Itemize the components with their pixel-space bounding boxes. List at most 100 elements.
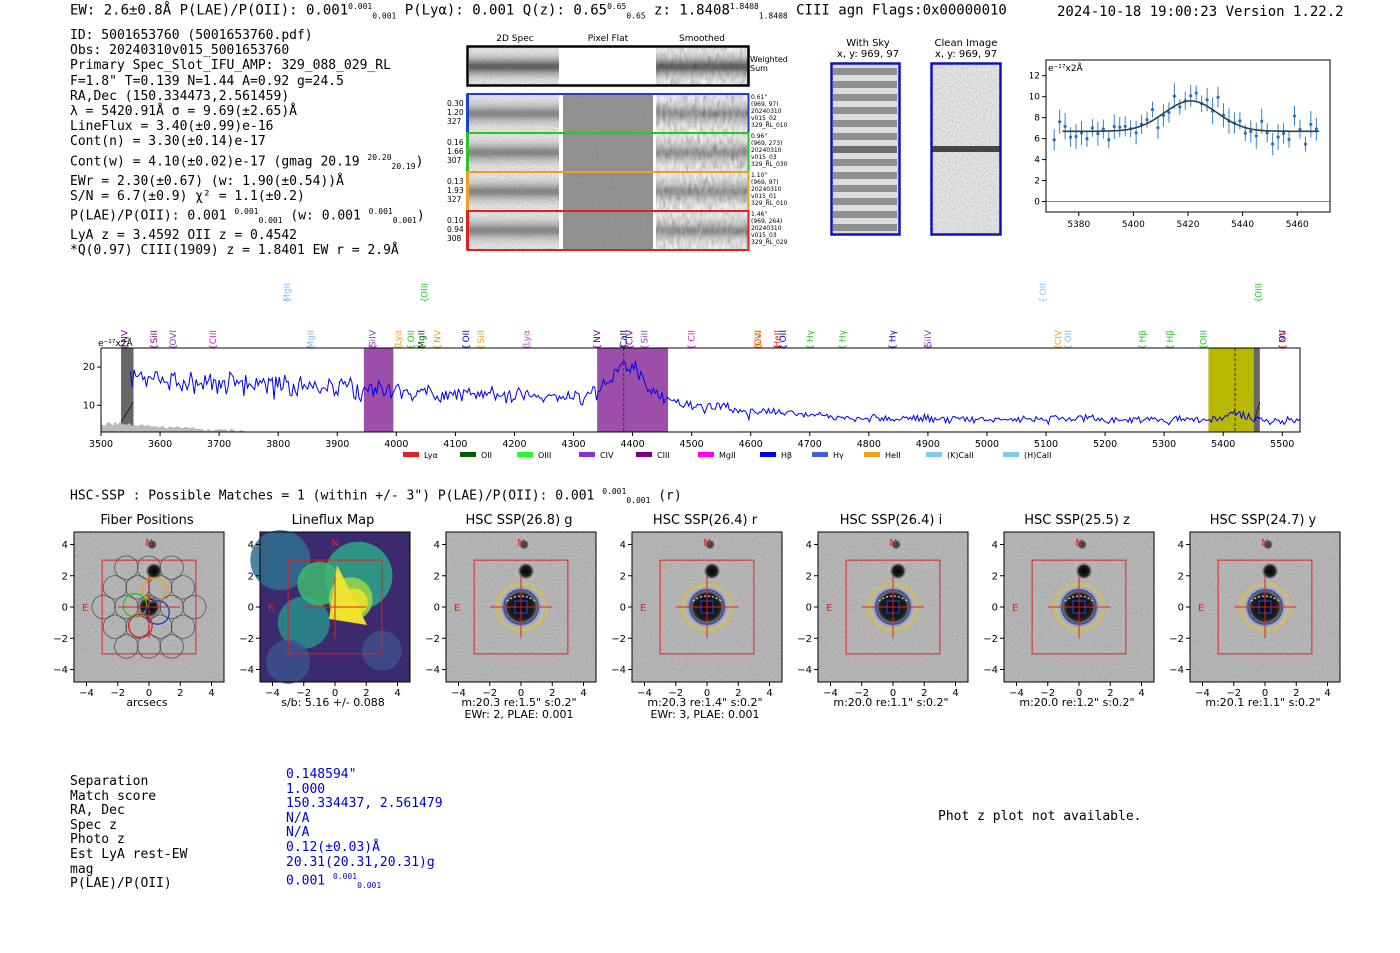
fit-ylabel: e⁻¹⁷x2Å xyxy=(1048,62,1084,74)
fit-point xyxy=(1292,114,1297,118)
row-color-tab xyxy=(466,133,469,172)
spectrum-xtick-label: 4100 xyxy=(443,439,467,450)
row-color-tab xyxy=(466,211,469,250)
panel-ytick-label: −4 xyxy=(239,665,254,676)
spectral-line-bracket: { xyxy=(1278,344,1288,350)
panel-xtick-label: −2 xyxy=(296,688,311,699)
hsc-panel-2: N E −4 −4 −2 −2 0 0 2 2 4 4 xyxy=(239,530,411,699)
panel-xtick-label: −4 xyxy=(79,688,94,699)
spectral-line-bracket: { xyxy=(283,297,293,303)
line-fit-chart: e⁻¹⁷x2Å 5380 5400 5420 5440 5460 0 2 4 6 8 10 12 xyxy=(1030,59,1331,230)
row-smoothed-band xyxy=(656,134,748,171)
sky-fiber-stripe xyxy=(833,120,897,127)
spectral-line-bracket: { xyxy=(394,344,404,350)
spectral-line-label: NV xyxy=(593,329,603,343)
cutout-row-1 xyxy=(466,93,750,134)
row-smoothed-band xyxy=(656,173,748,210)
east-label: E xyxy=(454,603,460,614)
spectral-line-bracket: { xyxy=(1138,344,1148,350)
spectral-line-label: NV xyxy=(434,329,444,343)
hsc-panel-title: HSC SSP(26.4) r xyxy=(652,513,758,528)
row-2dspec-band xyxy=(469,134,559,171)
cutout-row-2 xyxy=(466,132,750,173)
panel-ytick-label: −2 xyxy=(1169,634,1184,645)
header-line: EW: 2.6±0.8Å P(LAE)/P(OII): 0.0010.0010.… xyxy=(70,2,1007,20)
hsc-panel-title: Fiber Positions xyxy=(100,513,194,528)
legend-swatch xyxy=(698,452,714,457)
spectral-line-label: OII xyxy=(1064,330,1074,342)
lineflux-blob xyxy=(250,530,311,591)
cutout-col-2dspec: 2D Spec xyxy=(496,34,534,44)
panel-ytick-label: −4 xyxy=(611,665,626,676)
panel-xtick-label: −4 xyxy=(823,688,838,699)
legend-label: (K)CaII xyxy=(947,451,974,460)
neighbor-blob xyxy=(1074,561,1094,582)
with-sky-label: With Sky x, y: 969, 97 xyxy=(828,38,908,60)
panel-xtick-label: −2 xyxy=(110,688,125,699)
legend-label: CIV xyxy=(600,451,614,460)
panel-xtick-label: 0 xyxy=(518,688,524,699)
panel-xtick-label: 4 xyxy=(580,688,586,699)
panel-ytick-label: −4 xyxy=(1169,665,1184,676)
fit-xtick-label: 5440 xyxy=(1231,220,1254,230)
panel-xtick-label: 4 xyxy=(394,688,400,699)
info-primary: Primary Spec_Slot_IFU_AMP: 329_088_029_R… xyxy=(70,58,391,74)
fit-point xyxy=(1172,94,1176,98)
east-label: E xyxy=(1012,603,1018,614)
hsc-panel-caption-line2: EWr: 3, PLAE: 0.001 xyxy=(650,708,760,721)
neighbor-blob xyxy=(702,561,722,582)
match-value-photoz: N/A xyxy=(286,825,310,841)
match-label-plae: P(LAE)/P(OII) xyxy=(70,876,172,892)
fit-ytick-label: 2 xyxy=(1034,177,1040,187)
legend-swatch xyxy=(760,452,776,457)
spectrum-ytick-label: 10 xyxy=(83,400,95,411)
row-pixelflat-noise xyxy=(563,173,653,210)
sky-fiber-stripe xyxy=(833,211,897,218)
panel-xtick-label: −4 xyxy=(451,688,466,699)
panel-xtick-label: 0 xyxy=(146,688,152,699)
spectral-line-bracket: { xyxy=(640,344,650,350)
neighbor-blob xyxy=(704,538,716,551)
clean-image-frame xyxy=(930,62,1002,236)
match-value-mag: 20.31(20.31,20.31)g xyxy=(286,854,435,870)
fit-xtick-label: 5400 xyxy=(1122,220,1145,230)
spectral-line-label: Hγ xyxy=(806,329,816,342)
fit-point xyxy=(1123,124,1127,128)
panel-xtick-label: 2 xyxy=(735,688,741,699)
fit-xtick-label: 5380 xyxy=(1067,220,1090,230)
east-label: E xyxy=(826,603,832,614)
spectrum-xtick-label: 4500 xyxy=(680,439,704,450)
line-labels: NV{SiII{OVI{CIII{MgII{MgII{SiIV{Lyα{OII{… xyxy=(121,283,1289,350)
legend-label: CIII xyxy=(657,451,670,460)
cutout-row-3 xyxy=(466,171,750,212)
match-value-ew: 0.12(±0.03)Å xyxy=(286,839,380,855)
neighbor-blob xyxy=(1262,538,1274,551)
match-value-plae-text: 0.001 xyxy=(286,873,326,889)
lineflux-peak xyxy=(329,565,367,625)
spectral-line-bracket: { xyxy=(806,344,816,350)
spectral-line-bracket: { xyxy=(773,344,783,350)
north-label: N xyxy=(703,538,710,549)
panel-ytick-label: 2 xyxy=(434,571,440,582)
match-label-photoz: Photo z xyxy=(70,832,125,848)
fit-point xyxy=(1314,127,1318,131)
spectral-line-bracket: { xyxy=(477,344,487,350)
panel-xtick-label: 2 xyxy=(549,688,555,699)
spectral-line-label: OII xyxy=(1039,283,1049,295)
hsc-title-sub: 0.001 xyxy=(626,495,651,505)
match-value-score: 1.000 xyxy=(286,781,326,797)
row-2dspec-band xyxy=(469,95,559,132)
clean-image-trace xyxy=(932,146,1000,152)
info-plae: P(LAE)/P(OII): 0.001 0.0010.001 (w: 0.00… xyxy=(70,207,425,226)
panel-ytick-label: −2 xyxy=(425,634,440,645)
match-values: 0.148594" 1.000 150.334437, 2.561479 N/A… xyxy=(286,767,443,894)
sky-fiber-stripe xyxy=(833,146,897,153)
cutout-col-smoothed: Smoothed xyxy=(679,34,725,44)
spectrum-xtick-label: 4600 xyxy=(739,439,763,450)
hsc-title: HSC-SSP : Possible Matches = 1 (within +… xyxy=(70,487,682,505)
match-label-score: Match score xyxy=(70,788,157,804)
panel-ytick-label: −4 xyxy=(983,665,998,676)
spectral-line-bracket: { xyxy=(1200,344,1210,350)
hsc-title-text: HSC-SSP : Possible Matches = 1 (within +… xyxy=(70,488,595,504)
spectral-line-label: (K)CaII xyxy=(620,330,630,350)
